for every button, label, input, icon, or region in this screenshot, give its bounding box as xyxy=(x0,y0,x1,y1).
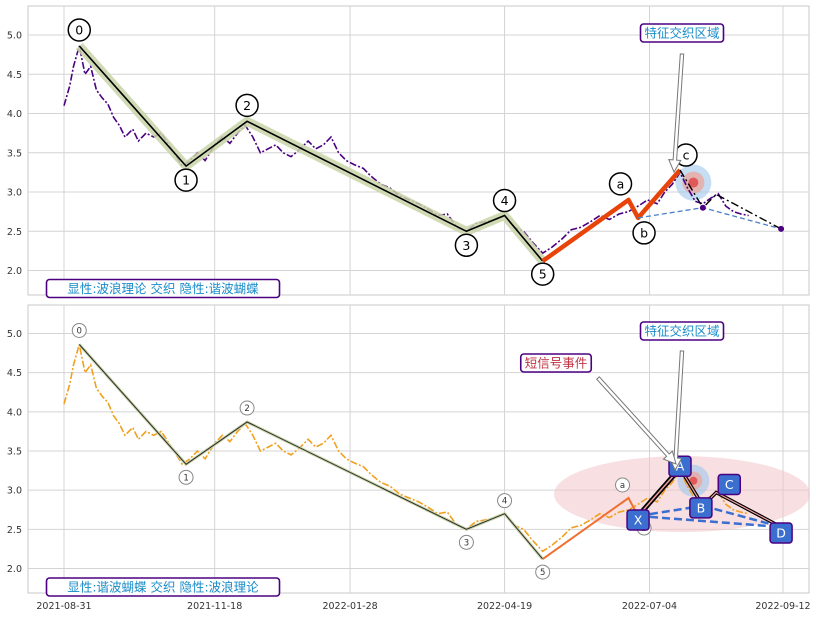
top-panel: 2.0 2.5 3.0 3.5 4.0 4.5 5.0 0 1 2 3 4 5 a b c 特征交织区域显性:波… xyxy=(7,5,810,299)
wave-point-marker xyxy=(530,262,555,286)
wave-point-marker xyxy=(174,168,198,192)
wave-line xyxy=(78,45,544,262)
y-tick-label: 3.5 xyxy=(7,447,22,458)
harmonic-point-box xyxy=(769,522,793,544)
callout-label: 特征交织区域 xyxy=(644,26,719,41)
y-tick-label: 4.0 xyxy=(7,407,22,418)
wave-point-label: 3 xyxy=(462,238,470,253)
wave-point-label: a xyxy=(617,176,625,191)
legend-label-box xyxy=(45,278,281,299)
focus-core xyxy=(689,476,698,485)
wave-point-label: c xyxy=(683,148,690,163)
callout-label-box xyxy=(639,321,725,341)
y-tick-label: 4.5 xyxy=(7,368,22,379)
projection-dot xyxy=(699,204,706,211)
y-tick-label: 5.0 xyxy=(7,31,22,42)
harmonic-bd-dashed xyxy=(702,504,782,529)
y-tick-label: 5.0 xyxy=(7,329,22,340)
callout-arrow xyxy=(668,53,685,174)
harmonic-point-label: A xyxy=(676,459,685,474)
plot-frame xyxy=(27,304,810,594)
y-tick-label: 2.0 xyxy=(7,266,22,277)
x-tick-label: 2022-04-19 xyxy=(477,601,532,612)
harmonic-point-box xyxy=(717,473,741,496)
wave-point-label: 3 xyxy=(464,538,469,548)
wave-point-label: 4 xyxy=(502,497,507,507)
wave-point-marker xyxy=(458,534,474,550)
harmonic-point-label: D xyxy=(776,525,786,540)
wave-point-label: 4 xyxy=(501,193,509,208)
projection-line xyxy=(679,169,782,230)
legend-label-box xyxy=(45,577,281,597)
callout-label-box xyxy=(639,23,725,43)
y-tick-label: 2.5 xyxy=(7,525,22,536)
bottom-panel: 2.02.53.03.54.04.55.0012345abXABCD特征交织区域… xyxy=(7,304,810,597)
signal-arrow xyxy=(595,376,677,465)
wave-point-marker xyxy=(454,233,479,257)
wave-point-marker xyxy=(615,477,631,493)
wave-point-label: 1 xyxy=(183,473,188,483)
wave-point-marker xyxy=(608,172,633,196)
y-tick-label: 2.0 xyxy=(7,564,22,575)
signal-label: 短信号事件 xyxy=(525,356,588,371)
wave-point-label: 2 xyxy=(244,404,249,414)
y-tick-label: 3.5 xyxy=(7,148,22,159)
callout-label: 特征交织区域 xyxy=(644,324,719,339)
y-tick-label: 3.0 xyxy=(7,486,22,497)
wave-point-marker xyxy=(497,493,513,509)
wave-point-marker xyxy=(239,400,255,416)
x-axis: 2021-08-31 2021-11-18 2022-01-28 2022-04-19… xyxy=(36,601,810,612)
wave-point-label: a xyxy=(620,481,625,491)
wave-point-marker xyxy=(67,18,92,42)
wave-point-label: b xyxy=(640,225,648,240)
focus-core xyxy=(688,177,699,188)
wave-point-marker xyxy=(492,188,517,213)
y-tick-label: 4.0 xyxy=(7,109,22,120)
y-tick-label: 4.5 xyxy=(7,70,22,81)
harmonic-point-label: C xyxy=(725,477,734,492)
x-tick-label: 2021-08-31 xyxy=(36,601,91,612)
wave-point-marker xyxy=(71,322,87,338)
projection-end-dot xyxy=(778,225,785,232)
harmonic-point-label: B xyxy=(697,500,706,515)
price-series-line xyxy=(63,344,749,553)
wave-point-marker xyxy=(535,564,551,580)
y-tick-label: 2.5 xyxy=(7,227,22,238)
harmonic-point-box xyxy=(689,497,713,519)
harmonic-point-label: X xyxy=(634,513,643,528)
wave-point-marker xyxy=(235,93,259,118)
wave-point-marker xyxy=(632,221,656,245)
wave-point-label: 1 xyxy=(182,173,190,188)
signal-label-box xyxy=(519,353,593,373)
wave-point-label: 2 xyxy=(243,98,251,113)
wave-point-label: 5 xyxy=(540,568,545,578)
x-tick-label: 2022-09-12 xyxy=(755,601,810,612)
harmonic-point-box xyxy=(626,509,650,531)
impulse-line xyxy=(541,168,682,263)
wave-point-marker xyxy=(178,469,194,485)
x-tick-label: 2021-11-18 xyxy=(187,601,242,612)
wave-point-label: 0 xyxy=(75,22,83,37)
legend-label: 显性:波浪理论 交织 隐性:谐波蝴蝶 xyxy=(67,281,259,296)
x-tick-label: 2022-07-04 xyxy=(622,601,677,612)
wave-point-label: 0 xyxy=(77,326,82,336)
x-tick-label: 2022-01-28 xyxy=(322,601,377,612)
legend-label: 显性:谐波蝴蝶 交织 隐性:波浪理论 xyxy=(67,580,259,595)
wave-line xyxy=(78,344,544,560)
wave-point-label: 5 xyxy=(539,267,547,282)
y-tick-label: 3.0 xyxy=(7,188,22,199)
